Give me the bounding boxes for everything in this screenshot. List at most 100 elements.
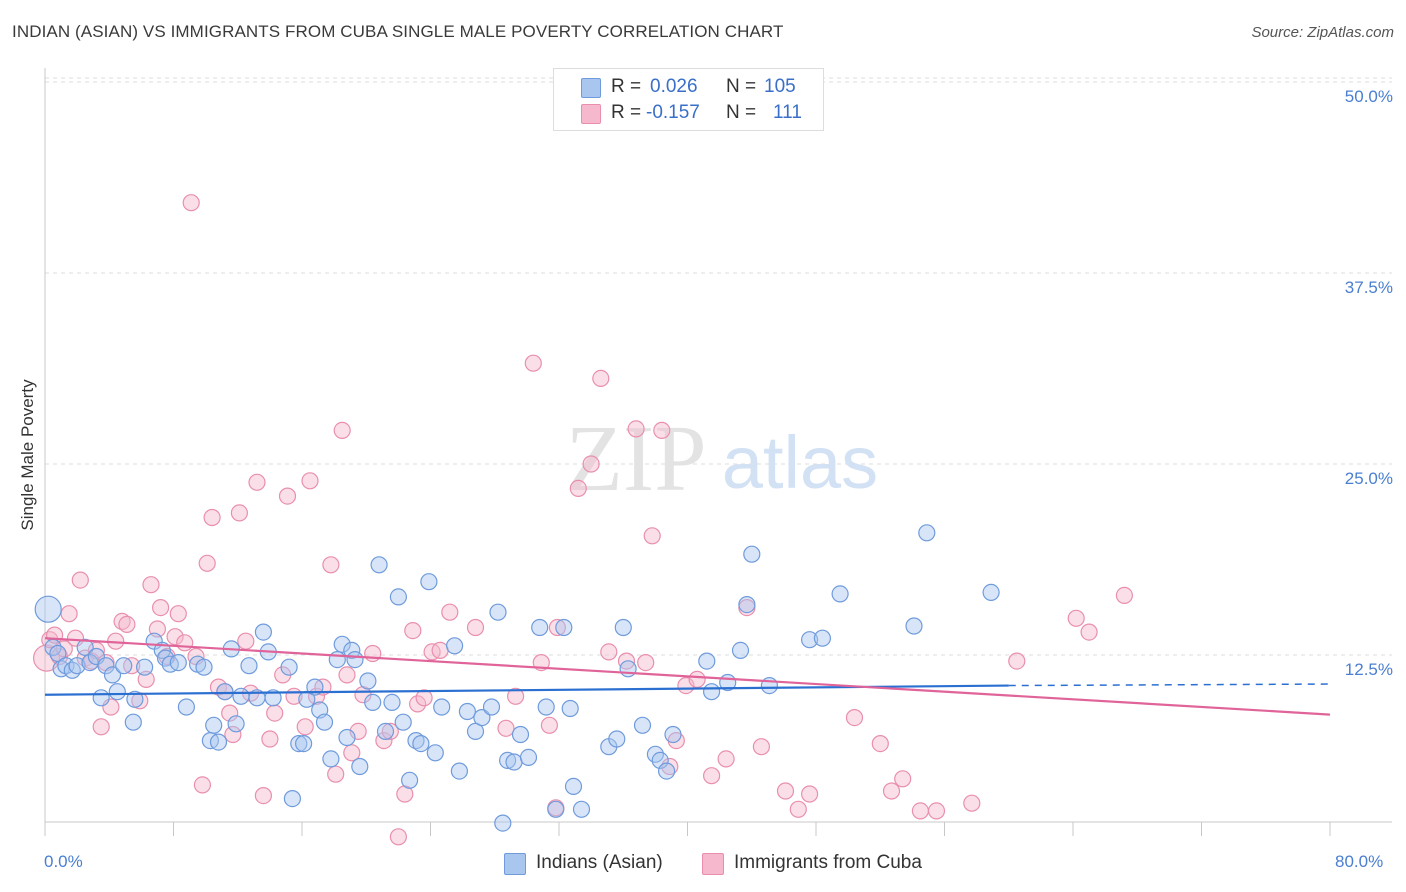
legend-label-cuba: Immigrants from Cuba <box>734 852 922 873</box>
point-indians <box>370 556 388 574</box>
point-cuba <box>322 556 340 574</box>
point-indians <box>537 698 555 716</box>
point-indians <box>813 629 832 647</box>
trend-line-indians-extension <box>1008 683 1331 687</box>
point-cuba <box>627 420 645 438</box>
point-indians <box>918 524 936 542</box>
point-indians <box>68 657 86 675</box>
chart-title: INDIAN (ASIAN) VS IMMIGRANTS FROM CUBA S… <box>12 22 784 41</box>
point-indians <box>505 753 523 771</box>
point-indians <box>63 661 81 679</box>
point-indians <box>531 618 549 637</box>
point-indians <box>608 730 626 748</box>
point-cuba <box>338 666 356 684</box>
point-cuba <box>871 734 889 753</box>
point-cuba <box>506 687 525 705</box>
watermark-zip: ZIP <box>566 407 707 511</box>
point-indians <box>177 698 195 716</box>
point-cuba <box>911 802 930 820</box>
point-cuba <box>176 634 194 652</box>
point-cuba <box>1008 652 1026 670</box>
point-cuba <box>343 744 361 762</box>
point-indians <box>280 658 298 676</box>
watermark: ZIP atlas <box>566 407 879 511</box>
point-cuba <box>203 508 221 527</box>
point-cuba <box>592 369 610 387</box>
axes <box>44 68 1392 836</box>
legend-item-cuba: Immigrants from Cuba <box>702 852 942 876</box>
point-indians <box>346 650 364 669</box>
point-indians <box>209 733 228 751</box>
point-indians <box>633 716 652 734</box>
point-cuba <box>1067 609 1085 627</box>
point-cuba <box>702 767 721 785</box>
point-cuba <box>381 722 399 741</box>
point-cuba <box>237 632 255 650</box>
point-indians <box>383 693 401 712</box>
point-cuba <box>653 421 671 439</box>
point-cuba <box>193 776 211 794</box>
y-tick-label: 12.5% <box>1344 660 1393 679</box>
point-indians <box>458 702 476 721</box>
point-cuba <box>789 800 807 818</box>
point-indians <box>905 617 923 635</box>
legend-n-label: N = <box>726 76 757 97</box>
point-cuba <box>296 718 314 736</box>
point-indians <box>657 762 676 780</box>
point-cuba <box>441 603 459 621</box>
trend-line-indians <box>44 684 1009 696</box>
point-cuba <box>166 628 184 646</box>
point-cuba <box>661 757 679 776</box>
point-cuba <box>182 194 200 212</box>
legend-r-label: R = <box>611 76 642 97</box>
legend-row-indians: R = 0.026 N = 105 <box>554 75 823 99</box>
point-indians <box>216 683 234 701</box>
legend-r-value: -0.157 <box>646 102 700 123</box>
point-indians <box>76 638 94 657</box>
legend-r-label: R = <box>611 102 642 123</box>
point-indians <box>315 713 334 731</box>
x-tick-label-max: 80.0% <box>1335 852 1384 871</box>
point-indians <box>738 595 756 614</box>
point-cuba <box>198 554 216 572</box>
point-indians <box>195 658 213 676</box>
legend-n-label: N = <box>726 102 757 123</box>
point-cuba <box>221 704 239 722</box>
point-cuba <box>333 421 351 439</box>
legend-swatch-indians <box>504 853 526 875</box>
point-cuba <box>92 718 110 736</box>
point-cuba <box>266 704 284 722</box>
point-cuba <box>1080 623 1098 641</box>
point-cuba <box>415 689 433 707</box>
y-tick-label: 25.0% <box>1344 469 1393 488</box>
point-indians <box>359 672 377 690</box>
y-tick-label: 50.0% <box>1344 87 1393 106</box>
point-indians <box>433 698 451 716</box>
point-indians <box>831 585 849 603</box>
legend-n-value: 111 <box>773 102 802 123</box>
point-indians <box>34 595 62 623</box>
point-cuba <box>152 598 170 617</box>
point-indians <box>426 744 444 762</box>
point-indians <box>108 683 126 701</box>
point-cuba <box>409 695 427 713</box>
legend-swatch-pink <box>581 104 601 124</box>
point-indians <box>240 657 258 675</box>
point-indians <box>97 657 115 675</box>
point-cuba <box>600 643 618 661</box>
point-cuba <box>60 605 78 623</box>
point-cuba <box>643 527 661 545</box>
point-cuba <box>169 605 187 623</box>
point-cuba <box>466 618 485 637</box>
point-indians <box>702 683 721 701</box>
point-indians <box>494 814 512 832</box>
point-cuba <box>71 571 89 589</box>
point-cuba <box>404 621 422 640</box>
point-cuba <box>800 785 819 803</box>
point-indians <box>343 641 361 660</box>
point-cuba <box>637 653 655 672</box>
point-indians <box>290 734 308 753</box>
point-indians <box>731 641 750 660</box>
legend-swatch-cuba <box>702 853 724 875</box>
